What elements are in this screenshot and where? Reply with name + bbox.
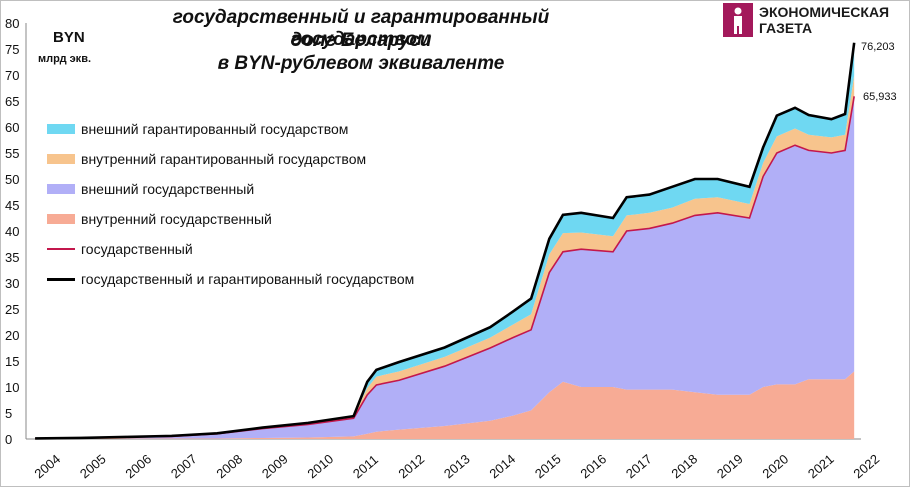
x-tick-label: 2011: [350, 452, 381, 481]
unit-label: млрд экв.: [38, 53, 92, 65]
x-tick-labels: 2004 2005 2006 2007 2008 2009 2010 2011 2012 2013…: [31, 451, 882, 481]
y-tick-label: 35: [5, 250, 19, 265]
x-tick-label: 2019: [714, 451, 746, 481]
x-tick-label: 2014: [486, 451, 518, 481]
legend-swatch: [47, 154, 75, 164]
x-tick-label: 2006: [122, 451, 154, 481]
y-tick-labels: 0 5 10 15 20 25 30 35 40 45 50 55 60 65 70 75 80: [5, 16, 19, 447]
legend-label: внешний государственный: [81, 181, 255, 197]
legend-label: внешний гарантированный государством: [81, 121, 349, 137]
legend-swatch: [47, 124, 75, 134]
total-debt-line: [35, 42, 856, 440]
x-tick-label: 2005: [77, 451, 109, 481]
legend-label: государственный: [81, 241, 193, 257]
legend: внешний гарантированный государством вну…: [47, 114, 414, 294]
y-tick-label: 5: [5, 406, 12, 421]
area-series-1: [35, 96, 855, 439]
x-tick-label: 2020: [759, 451, 791, 481]
y-tick-label: 70: [5, 68, 19, 83]
x-tick-label: 2012: [395, 451, 427, 481]
government-end-value: 65,933: [863, 91, 897, 103]
y-tick-label: 25: [5, 302, 19, 317]
legend-label: внутренний гарантированный государством: [81, 151, 367, 167]
logo-text-line-1: ЭКОНОМИЧЕСКАЯ: [759, 4, 890, 20]
x-tick-label: 2022: [850, 451, 882, 481]
legend-item-total-line: государственный и гарантированный госуда…: [47, 264, 414, 294]
x-tick-label: 2013: [441, 451, 473, 481]
legend-item-external-guaranteed: внешний гарантированный государством: [47, 114, 414, 144]
total-lines: [35, 42, 856, 440]
y-tick-label: 55: [5, 146, 19, 161]
currency-label: BYN: [53, 29, 85, 46]
x-tick-label: 2004: [31, 451, 63, 481]
y-tick-label: 80: [5, 16, 19, 31]
y-tick-label: 20: [5, 328, 19, 343]
x-tick-label: 2007: [168, 451, 200, 481]
legend-label: государственный и гарантированный госуда…: [81, 271, 415, 287]
y-tick-label: 45: [5, 198, 19, 213]
x-tick-label: 2016: [577, 451, 609, 481]
chart-title-line-1: государственный и гарантированный госуда…: [172, 7, 550, 50]
x-tick-label: 2008: [213, 451, 245, 481]
legend-label: внутренний государственный: [81, 211, 272, 227]
y-tick-label: 15: [5, 354, 19, 369]
y-tick-label: 30: [5, 276, 19, 291]
legend-swatch: [47, 184, 75, 194]
chart-title-line-3: в BYN-рублевом эквиваленте: [217, 53, 505, 74]
y-tick-label: 75: [5, 42, 19, 57]
publisher-logo: ЭКОНОМИЧЕСКАЯ ГАЗЕТА: [723, 3, 889, 37]
legend-item-internal-guaranteed: внутренний гарантированный государством: [47, 144, 414, 174]
x-tick-label: 2009: [259, 451, 291, 481]
y-tick-label: 50: [5, 172, 19, 187]
y-tick-label: 40: [5, 224, 19, 239]
logo-text-line-2: ГАЗЕТА: [759, 20, 813, 36]
x-tick-label: 2018: [668, 451, 700, 481]
x-tick-label: 2017: [623, 451, 655, 481]
legend-item-internal-government: внутренний государственный: [47, 204, 414, 234]
legend-item-external-government: внешний государственный: [47, 174, 414, 204]
legend-swatch: [47, 214, 75, 224]
chart-title-line-2: долг Беларуси: [290, 30, 432, 51]
y-tick-label: 0: [5, 432, 12, 447]
total-end-value: 76,203: [861, 41, 895, 53]
legend-line-swatch: [47, 248, 75, 250]
x-tick-label: 2015: [532, 451, 564, 481]
x-tick-label: 2021: [805, 451, 837, 481]
area-series-0: [35, 371, 855, 439]
y-tick-label: 65: [5, 94, 19, 109]
y-tick-label: 60: [5, 120, 19, 135]
legend-item-government-line: государственный: [47, 234, 414, 264]
legend-line-swatch: [47, 277, 75, 281]
y-tick-label: 10: [5, 380, 19, 395]
logo-icon: [723, 3, 753, 37]
x-tick-label: 2010: [304, 451, 336, 481]
